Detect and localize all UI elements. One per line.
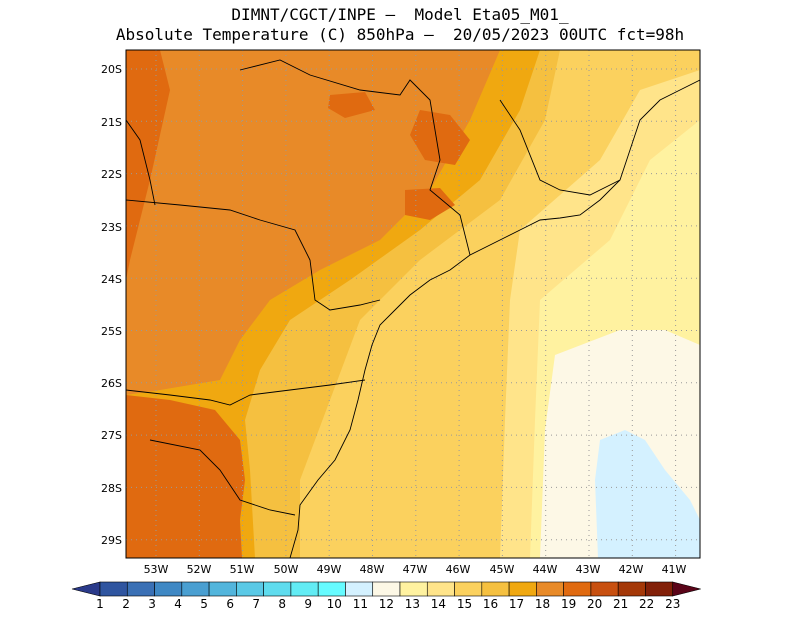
lon-tick-label: 50W (273, 563, 299, 576)
colorbar-swatch (399, 581, 428, 597)
colorbar-swatch (208, 581, 237, 597)
colorbar-swatch (590, 581, 619, 597)
lon-tick-label: 48W (359, 563, 385, 576)
colorbar-label: 5 (200, 597, 208, 611)
colorbar-label: 3 (148, 597, 156, 611)
gridlines (126, 50, 700, 558)
colorbar-label: 6 (226, 597, 234, 611)
lon-tick-label: 53W (143, 563, 169, 576)
lon-tick-label: 47W (402, 563, 428, 576)
colorbar-swatch (563, 581, 592, 597)
colorbar-label: 18 (534, 597, 551, 611)
colorbar-min-arrow (71, 581, 101, 597)
field-band-18 (126, 50, 500, 395)
field-band-19-patch-b (405, 188, 455, 220)
lat-tick-label: 24S (101, 273, 122, 286)
lat-tick-label: 20S (101, 63, 122, 76)
colorbar-swatch (426, 581, 455, 597)
colorbar-label: 14 (430, 597, 447, 611)
colorbar-max-arrow (672, 581, 701, 597)
lon-tick-label: 41W (661, 563, 687, 576)
colorbar-label: 16 (482, 597, 499, 611)
field-band-11 (595, 430, 700, 558)
colorbar-swatch (372, 581, 401, 597)
lon-tick-label: 49W (316, 563, 342, 576)
colorbar-label: 4 (174, 597, 182, 611)
colorbar-label: 13 (404, 597, 421, 611)
lat-tick-label: 23S (101, 221, 122, 234)
colorbar-swatch (290, 581, 319, 597)
lat-tick-label: 29S (101, 534, 122, 547)
coastline (289, 79, 700, 558)
field-band-19-patch-c (328, 92, 375, 118)
map-frame (125, 49, 701, 559)
colorbar-swatch (645, 581, 674, 597)
colorbar-swatch (154, 581, 183, 597)
lat-tick-label: 21S (101, 116, 122, 129)
colorbar-label: 21 (613, 597, 629, 611)
colorbar-swatch (481, 581, 510, 597)
lon-tick-label: 52W (186, 563, 212, 576)
lon-tick-label: 43W (575, 563, 601, 576)
state-border-1 (126, 199, 381, 311)
colorbar-label: 23 (665, 597, 681, 611)
colorbar-swatch (236, 581, 264, 597)
colorbar-swatch (317, 581, 346, 597)
lat-tick-label: 26S (101, 377, 122, 390)
colorbar-swatch (126, 581, 155, 597)
colorbar-swatch (536, 581, 564, 597)
lat-tick-label: 25S (101, 325, 122, 338)
colorbar-label: 9 (304, 597, 313, 611)
colorbar-swatch (345, 581, 374, 597)
colorbar-label: 10 (326, 597, 342, 611)
state-border-6 (126, 119, 156, 206)
field-band-19-west (126, 50, 170, 280)
state-border-5 (499, 99, 621, 196)
colorbar-label: 20 (586, 597, 603, 611)
lat-tick-label: 22S (101, 168, 122, 181)
colorbar-swatch (617, 581, 646, 597)
colorbar-label: 8 (278, 597, 287, 611)
lon-tick-label: 46W (445, 563, 471, 576)
colorbar-label: 1 (96, 597, 104, 611)
state-border-2 (126, 379, 366, 406)
colorbar-swatch (263, 581, 292, 597)
field-band-19-patch-a (410, 110, 470, 165)
figure-subtitle: Absolute Temperature (C) 850hPa – 20/05/… (115, 25, 685, 44)
lat-tick-label: 28S (101, 482, 122, 495)
state-border-3 (149, 439, 296, 516)
coastlines-and-borders (126, 59, 700, 558)
colorbar-swatch (99, 581, 128, 597)
state-border-4 (239, 59, 471, 256)
colorbar-swatch (508, 581, 537, 597)
colorbar-label: 17 (508, 597, 525, 611)
figure-title: DIMNT/CGCT/INPE – Model Eta05_M01_ (231, 5, 569, 24)
colorbar-label: 19 (560, 597, 577, 611)
colorbar-swatch (181, 581, 210, 597)
colorbar-label: 22 (639, 597, 655, 611)
colorbar-label: 7 (252, 597, 260, 611)
colorbar-label: 2 (122, 597, 130, 611)
lon-tick-label: 51W (229, 563, 255, 576)
lat-tick-label: 27S (101, 429, 122, 442)
colorbar-label: 11 (352, 597, 368, 611)
colorbar-label: 15 (456, 597, 473, 611)
lon-tick-label: 44W (532, 563, 558, 576)
lon-tick-label: 42W (618, 563, 644, 576)
colorbar-swatch (454, 581, 483, 597)
colorbar-label: 12 (378, 597, 394, 611)
lon-tick-label: 45W (489, 563, 515, 576)
